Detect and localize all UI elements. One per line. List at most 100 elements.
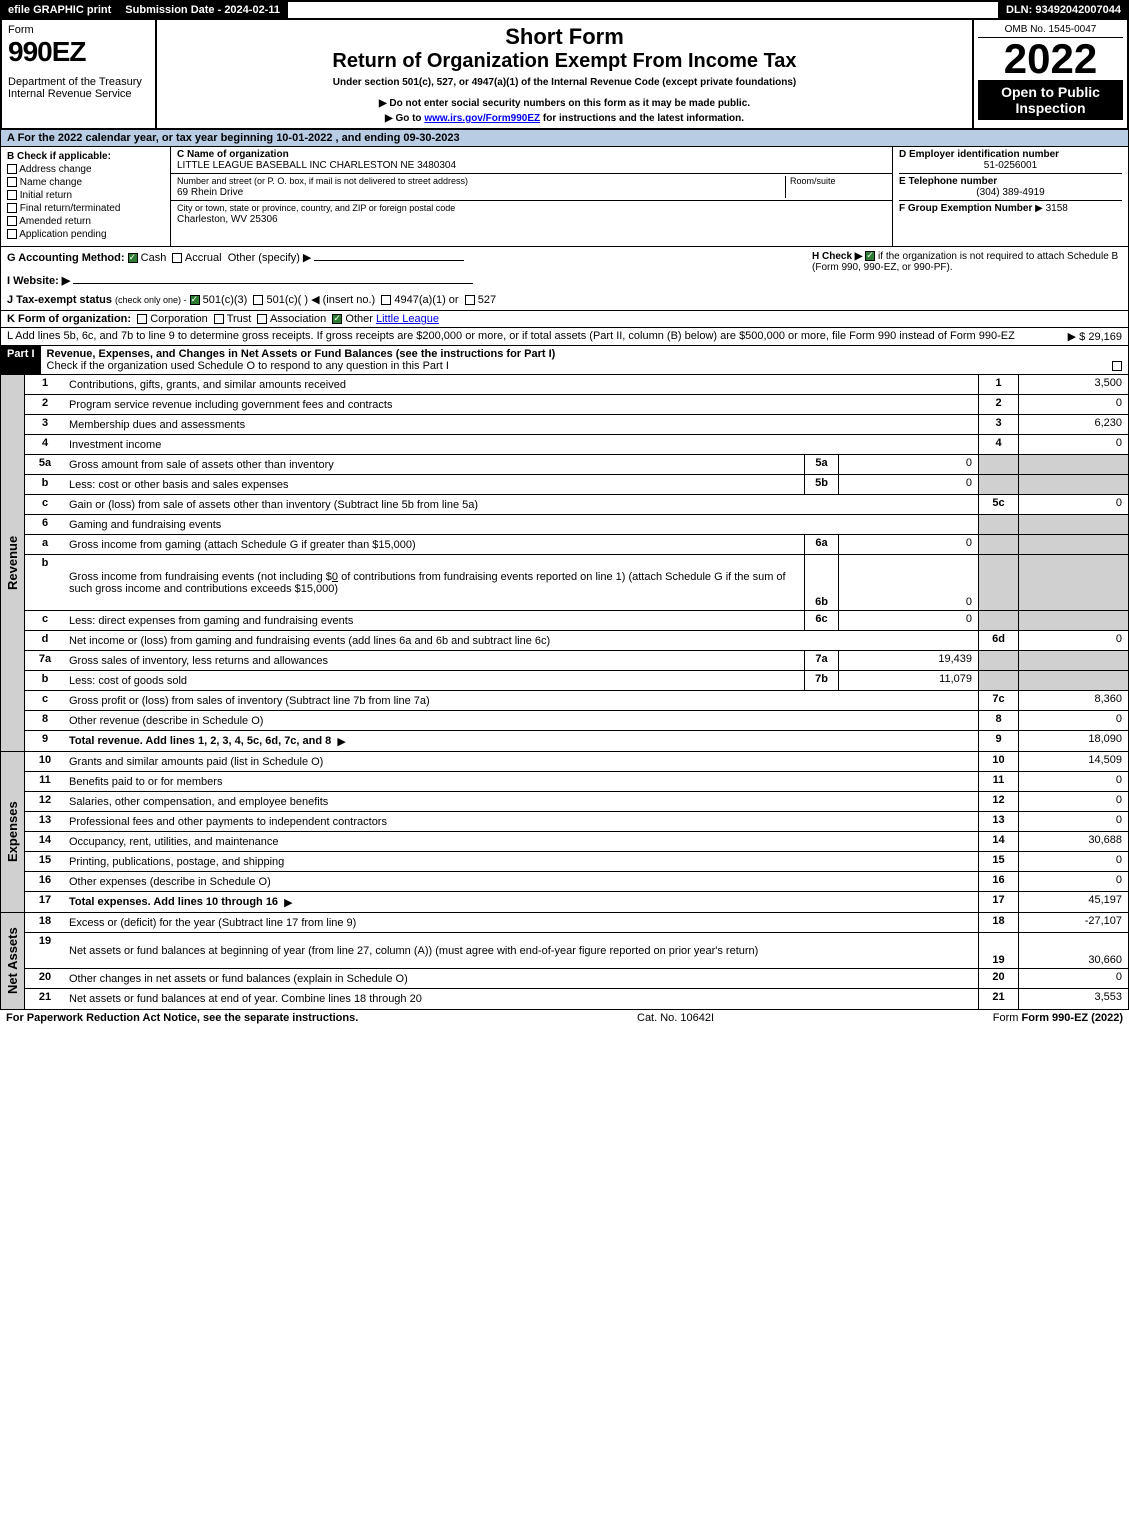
checkbox-icon[interactable] (7, 190, 17, 200)
group-label: F Group Exemption Number (899, 203, 1032, 214)
line-7b: bLess: cost of goods sold7b11,079 (25, 671, 1128, 691)
tel-label: E Telephone number (899, 176, 997, 187)
k-label: K Form of organization: (7, 313, 131, 325)
part1-schedule-o-checkbox[interactable] (1112, 361, 1122, 371)
room-label: Room/suite (790, 176, 836, 186)
chk-label: Address change (19, 164, 91, 175)
line-6a: aGross income from gaming (attach Schedu… (25, 535, 1128, 555)
527-checkbox[interactable] (465, 295, 475, 305)
col-b-checkboxes: B Check if applicable: Address change Na… (1, 147, 171, 246)
goto-link[interactable]: www.irs.gov/Form990EZ (424, 113, 540, 124)
h-label: H Check ▶ (812, 251, 862, 262)
checkbox-icon[interactable] (7, 164, 17, 174)
ein-label: D Employer identification number (899, 149, 1059, 160)
chk-label: Application pending (19, 229, 106, 240)
cash-checkbox[interactable] (128, 253, 138, 263)
accrual-checkbox[interactable] (172, 253, 182, 263)
line-4: 4Investment income40 (25, 435, 1128, 455)
checkbox-icon[interactable] (7, 177, 17, 187)
501c3-checkbox[interactable] (190, 295, 200, 305)
street-label: Number and street (or P. O. box, if mail… (177, 176, 468, 186)
line-14: 14Occupancy, rent, utilities, and mainte… (25, 832, 1128, 852)
l-text: L Add lines 5b, 6c, and 7b to line 9 to … (7, 330, 1068, 343)
row-k: K Form of organization: Corporation Trus… (0, 311, 1129, 328)
line-6: 6Gaming and fundraising events (25, 515, 1128, 535)
expenses-table: 10Grants and similar amounts paid (list … (25, 752, 1128, 912)
line-19: 19Net assets or fund balances at beginni… (25, 933, 1128, 969)
4947-checkbox[interactable] (381, 295, 391, 305)
501c-checkbox[interactable] (253, 295, 263, 305)
street-value: 69 Rhein Drive (177, 187, 243, 198)
line-7a: 7aGross sales of inventory, less returns… (25, 651, 1128, 671)
page-footer: For Paperwork Reduction Act Notice, see … (0, 1010, 1129, 1026)
chk-application-pending[interactable]: Application pending (7, 229, 164, 240)
chk-address-change[interactable]: Address change (7, 164, 164, 175)
line-6c: cLess: direct expenses from gaming and f… (25, 611, 1128, 631)
efile-print-label[interactable]: efile GRAPHIC print (2, 2, 119, 18)
line-5b: bLess: cost or other basis and sales exp… (25, 475, 1128, 495)
501c-label: 501(c)( ) ◀ (insert no.) (266, 294, 375, 306)
info-grid: B Check if applicable: Address change Na… (0, 147, 1129, 247)
chk-final-return[interactable]: Final return/terminated (7, 203, 164, 214)
line-21: 21Net assets or fund balances at end of … (25, 989, 1128, 1009)
line-1: 1Contributions, gifts, grants, and simil… (25, 375, 1128, 395)
city-value: Charleston, WV 25306 (177, 214, 278, 225)
col-b-title: B Check if applicable: (7, 151, 111, 162)
schedule-b-checkbox[interactable] (865, 251, 875, 261)
part1-label: Part I (1, 346, 41, 374)
checkbox-icon[interactable] (7, 216, 17, 226)
chk-label: Final return/terminated (20, 203, 121, 214)
other-label: Other (specify) ▶ (228, 252, 312, 264)
chk-label: Name change (20, 177, 82, 188)
website-input[interactable] (73, 283, 473, 284)
section-gh: G Accounting Method: Cash Accrual Other … (0, 247, 1129, 311)
line-7c: cGross profit or (loss) from sales of in… (25, 691, 1128, 711)
line-18: 18Excess or (deficit) for the year (Subt… (25, 913, 1128, 933)
org-name-label: C Name of organization (177, 149, 289, 160)
ein-value: 51-0256001 (899, 160, 1122, 171)
line-9: 9Total revenue. Add lines 1, 2, 3, 4, 5c… (25, 731, 1128, 751)
irs-label: Internal Revenue Service (8, 88, 149, 100)
line-5a: 5aGross amount from sale of assets other… (25, 455, 1128, 475)
line-6b: bGross income from fundraising events (n… (25, 555, 1128, 611)
501c3-label: 501(c)(3) (203, 294, 248, 306)
line-6d: dNet income or (loss) from gaming and fu… (25, 631, 1128, 651)
revenue-table: 1Contributions, gifts, grants, and simil… (25, 375, 1128, 751)
expenses-section: Expenses 10Grants and similar amounts pa… (0, 752, 1129, 913)
other-org-value[interactable]: Little League (376, 313, 439, 325)
chk-name-change[interactable]: Name change (7, 177, 164, 188)
j-sub: (check only one) - (115, 295, 187, 305)
corp-checkbox[interactable] (137, 314, 147, 324)
trust-checkbox[interactable] (214, 314, 224, 324)
form-number: 990EZ (8, 36, 149, 68)
checkbox-icon[interactable] (7, 203, 17, 213)
g-label: G Accounting Method: (7, 252, 125, 264)
line-11: 11Benefits paid to or for members110 (25, 772, 1128, 792)
header-center: Short Form Return of Organization Exempt… (157, 20, 972, 128)
form-word: Form (8, 24, 149, 36)
group-value: ▶ 3158 (1035, 203, 1068, 214)
other-org-checkbox[interactable] (332, 314, 342, 324)
line-13: 13Professional fees and other payments t… (25, 812, 1128, 832)
other-specify-input[interactable] (314, 260, 464, 261)
website-label: I Website: ▶ (7, 275, 70, 287)
under-section: Under section 501(c), 527, or 4947(a)(1)… (165, 77, 964, 88)
street-row: Number and street (or P. O. box, if mail… (171, 174, 892, 201)
line-16: 16Other expenses (describe in Schedule O… (25, 872, 1128, 892)
line-15: 15Printing, publications, postage, and s… (25, 852, 1128, 872)
row-a-text: A For the 2022 calendar year, or tax yea… (7, 132, 460, 144)
checkbox-icon[interactable] (7, 229, 17, 239)
other-org-label: Other (345, 313, 373, 325)
chk-amended-return[interactable]: Amended return (7, 216, 164, 227)
4947-label: 4947(a)(1) or (394, 294, 458, 306)
goto-suffix: for instructions and the latest informat… (540, 113, 744, 124)
tax-exempt-row: J Tax-exempt status (check only one) - 5… (7, 293, 812, 306)
gh-right: H Check ▶ if the organization is not req… (812, 251, 1122, 306)
chk-initial-return[interactable]: Initial return (7, 190, 164, 201)
ssn-note: ▶ Do not enter social security numbers o… (165, 98, 964, 109)
gh-left: G Accounting Method: Cash Accrual Other … (7, 251, 812, 306)
part1-header-row: Part I Revenue, Expenses, and Changes in… (0, 346, 1129, 375)
accrual-label: Accrual (185, 252, 222, 264)
net-assets-table: 18Excess or (deficit) for the year (Subt… (25, 913, 1128, 1009)
assoc-checkbox[interactable] (257, 314, 267, 324)
